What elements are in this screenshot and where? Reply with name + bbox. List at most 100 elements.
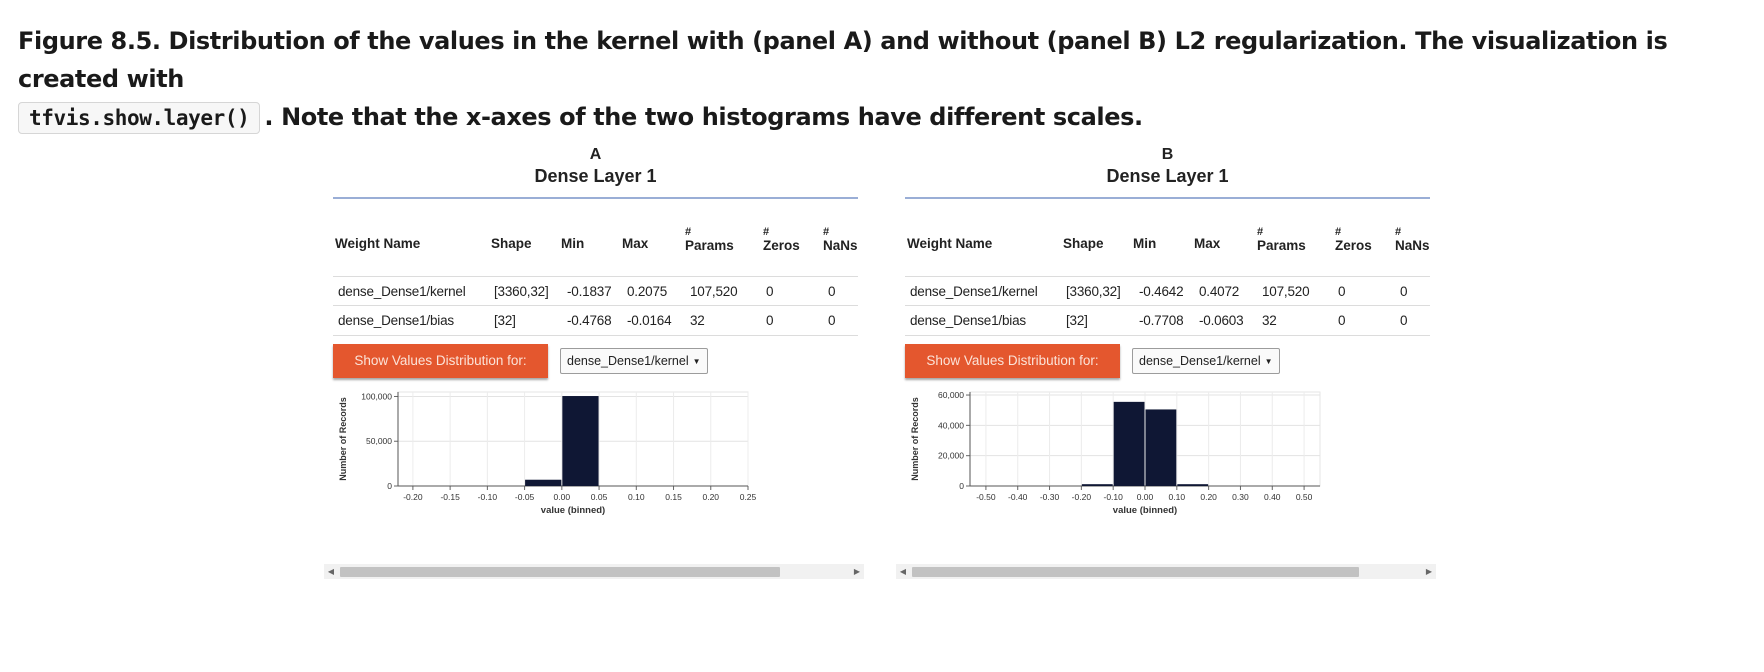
histogram-bar <box>1081 484 1113 486</box>
col-zeros-label: Zeros <box>1335 238 1372 253</box>
cell-min: -0.4642 <box>1139 284 1184 299</box>
x-tick-label: 0.50 <box>1296 492 1313 502</box>
x-tick-label: -0.40 <box>1008 492 1028 502</box>
show-values-distribution-button[interactable]: Show Values Distribution for: <box>905 344 1120 378</box>
y-axis-title: Number of Records <box>910 397 920 481</box>
table-header: Weight Name Shape Min Max # Params # Zeros… <box>333 221 858 259</box>
title-divider <box>905 197 1430 199</box>
panel-b: B Dense Layer 1 Weight Name Shape Min Ma… <box>896 146 1445 596</box>
x-tick-label: -0.30 <box>1040 492 1060 502</box>
cell-shape: [3360,32] <box>1066 284 1121 299</box>
col-nans: # NaNs <box>1395 227 1430 254</box>
x-tick-label: -0.10 <box>478 492 498 502</box>
caption-text-suffix: . Note that the x-axes of the two histog… <box>264 103 1143 131</box>
x-tick-label: -0.20 <box>1072 492 1092 502</box>
col-params: # Params <box>1257 226 1306 254</box>
hash-symbol: # <box>1257 226 1264 238</box>
col-max: Max <box>1194 236 1221 251</box>
col-zeros: # Zeros <box>763 226 800 254</box>
scroll-right-icon[interactable]: ▶ <box>1425 567 1433 576</box>
x-tick-label: 0.00 <box>554 492 571 502</box>
col-zeros: # Zeros <box>1335 226 1372 254</box>
cell-name: dense_Dense1/bias <box>910 313 1026 328</box>
panel-letter: A <box>589 146 602 163</box>
scroll-left-icon[interactable]: ◀ <box>899 567 907 576</box>
cell-min: -0.1837 <box>567 284 612 299</box>
cell-shape: [3360,32] <box>494 284 549 299</box>
histogram-chart: 0 50,000 100,000 -0.20 -0.15 -0.10 -0.05 0.00 0.… <box>338 391 757 516</box>
horizontal-scrollbar[interactable]: ◀ ▶ <box>896 564 1436 579</box>
cell-min: -0.7708 <box>1139 313 1184 328</box>
weight-select-value: dense_Dense1/kernel <box>1139 354 1261 368</box>
cell-max: -0.0164 <box>627 313 672 328</box>
histogram-bar <box>1145 409 1177 486</box>
cell-max: 0.2075 <box>627 284 668 299</box>
y-tick-label: 60,000 <box>938 390 964 400</box>
cell-nans: 0 <box>1400 313 1408 328</box>
hash-symbol: # <box>685 226 692 238</box>
cell-name: dense_Dense1/kernel <box>338 284 466 299</box>
cell-params: 32 <box>1262 313 1277 328</box>
x-tick-label: 0.15 <box>665 492 682 502</box>
y-tick-label: 0 <box>387 481 392 491</box>
x-axis-title: value (binned) <box>541 505 605 516</box>
cell-zeros: 0 <box>1338 313 1346 328</box>
cell-zeros: 0 <box>766 284 774 299</box>
x-tick-label: -0.15 <box>440 492 460 502</box>
x-tick-label: 0.40 <box>1264 492 1281 502</box>
weight-select[interactable]: dense_Dense1/kernel ▼ <box>1132 348 1280 374</box>
caption-text-prefix: Figure 8.5. Distribution of the values i… <box>18 27 1668 93</box>
show-values-distribution-button[interactable]: Show Values Distribution for: <box>333 344 548 378</box>
cell-shape: [32] <box>1066 313 1088 328</box>
col-nans: # NaNs <box>823 227 858 254</box>
cell-params: 107,520 <box>690 284 738 299</box>
y-tick-label: 0 <box>959 481 964 491</box>
x-tick-label: -0.05 <box>515 492 535 502</box>
scroll-left-icon[interactable]: ◀ <box>327 567 335 576</box>
cell-nans: 0 <box>828 313 836 328</box>
x-tick-label: 0.20 <box>702 492 719 502</box>
cell-nans: 0 <box>1400 284 1408 299</box>
x-tick-label: 0.00 <box>1137 492 1154 502</box>
x-tick-label: -0.50 <box>976 492 996 502</box>
x-tick-label: -0.20 <box>403 492 423 502</box>
cell-name: dense_Dense1/bias <box>338 313 454 328</box>
y-tick-label: 40,000 <box>938 420 964 430</box>
histogram-bar <box>1113 401 1145 486</box>
hash-symbol: # <box>763 226 770 238</box>
hash-symbol: # <box>1335 226 1342 238</box>
scroll-right-icon[interactable]: ▶ <box>853 567 861 576</box>
cell-shape: [32] <box>494 313 516 328</box>
table-row: dense_Dense1/kernel [3360,32] -0.1837 0.… <box>333 276 858 306</box>
scrollbar-thumb[interactable] <box>340 567 780 577</box>
histogram-bar <box>525 479 562 486</box>
col-max: Max <box>622 236 649 251</box>
col-params: # Params <box>685 226 734 254</box>
table-row: dense_Dense1/kernel [3360,32] -0.4642 0.… <box>905 276 1430 306</box>
panel-title: Dense Layer 1 <box>1106 166 1229 186</box>
cell-zeros: 0 <box>766 313 774 328</box>
cell-params: 32 <box>690 313 705 328</box>
x-tick-label: 0.30 <box>1232 492 1249 502</box>
histogram-chart: 0 20,000 40,000 60,000 -0.50 -0.40 -0.30 -0.20 -… <box>910 390 1321 516</box>
cell-max: 0.4072 <box>1199 284 1240 299</box>
chevron-down-icon: ▼ <box>1264 357 1273 366</box>
col-shape: Shape <box>1063 236 1104 251</box>
col-min: Min <box>1133 236 1157 251</box>
col-shape: Shape <box>491 236 532 251</box>
cell-min: -0.4768 <box>567 313 612 328</box>
col-nans-label: NaNs <box>823 238 858 253</box>
y-tick-label: 20,000 <box>938 451 964 461</box>
cell-name: dense_Dense1/kernel <box>910 284 1038 299</box>
col-nans-label: NaNs <box>1395 238 1430 253</box>
y-tick-label: 100,000 <box>361 391 392 401</box>
y-tick-label: 50,000 <box>366 436 392 446</box>
scrollbar-thumb[interactable] <box>912 567 1359 577</box>
horizontal-scrollbar[interactable]: ◀ ▶ <box>324 564 864 579</box>
chevron-down-icon: ▼ <box>692 357 701 366</box>
caption-code: tfvis.show.layer() <box>18 102 261 134</box>
x-axis-title: value (binned) <box>1113 505 1177 516</box>
table-row: dense_Dense1/bias [32] -0.4768 -0.0164 3… <box>333 305 858 336</box>
col-weight-name: Weight Name <box>907 236 993 251</box>
weight-select[interactable]: dense_Dense1/kernel ▼ <box>560 348 708 374</box>
